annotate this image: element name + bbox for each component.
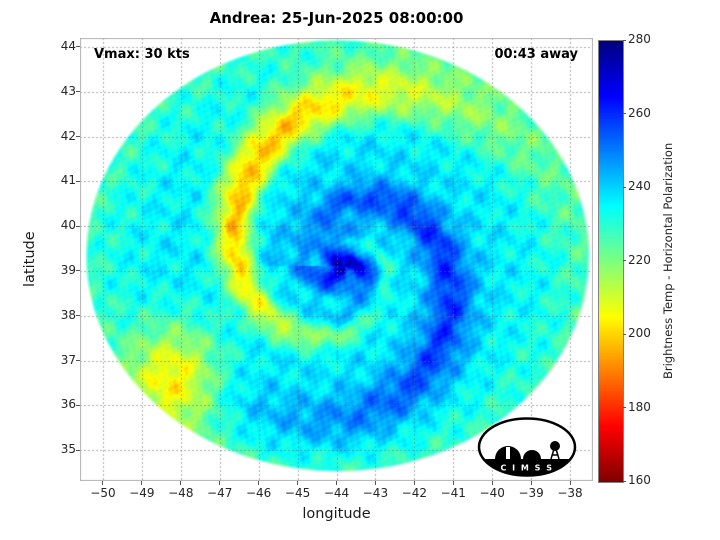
x-tick-label: −38	[557, 486, 583, 500]
y-tick-label: 39	[60, 262, 76, 277]
colorbar-tick-label: 280	[628, 32, 651, 46]
y-tick-mark	[76, 315, 80, 317]
x-tick-label: −42	[401, 486, 427, 500]
colorbar-tick-mark	[623, 480, 626, 482]
colorbar-tick-label: 240	[628, 179, 651, 193]
x-tick-label: −46	[245, 486, 272, 500]
colorbar-tick-mark	[623, 186, 626, 188]
y-tick-label: 44	[60, 38, 76, 53]
x-tick-label: −39	[518, 486, 544, 500]
y-tick-label: 37	[60, 352, 76, 367]
x-tick-label: −43	[362, 486, 389, 500]
colorbar-tick-label: 180	[628, 399, 651, 414]
dome-slit	[506, 447, 510, 459]
y-axis-label: latitude	[22, 231, 38, 288]
x-tick-label: −44	[323, 486, 350, 500]
y-tick-mark	[76, 449, 80, 451]
x-tick-mark	[258, 481, 260, 485]
colorbar-tick-label: 220	[628, 252, 651, 267]
y-tick-mark	[76, 136, 80, 138]
y-tick-label: 40	[60, 218, 76, 233]
colorbar-tick-mark	[623, 333, 626, 335]
colorbar-tick-mark	[623, 113, 626, 114]
y-tick-label: 38	[60, 307, 76, 322]
x-tick-mark	[141, 481, 143, 485]
colorbar-label: Brightness Temp - Horizontal Polarizatio…	[661, 142, 675, 379]
y-tick-mark	[76, 180, 80, 182]
plot-title: Andrea: 25-Jun-2025 08:00:00	[209, 9, 464, 27]
logo-base-bar	[479, 459, 575, 476]
water-tower-icon	[550, 441, 560, 451]
x-tick-label: −40	[479, 486, 505, 500]
time-away-annotation: 00:43 away	[494, 47, 578, 62]
x-tick-mark	[569, 481, 571, 485]
y-tick-label: 41	[60, 173, 76, 188]
logo-text: C I M S S	[501, 464, 554, 473]
y-tick-mark	[76, 404, 80, 406]
x-tick-label: −41	[440, 486, 466, 500]
colorbar-tick-mark	[623, 407, 626, 408]
colorbar-tick-label: 260	[628, 105, 651, 120]
y-tick-mark	[76, 270, 80, 272]
x-tick-mark	[102, 481, 104, 485]
y-tick-mark	[76, 91, 80, 93]
y-tick-label: 36	[60, 397, 76, 412]
small-dome-icon	[523, 450, 541, 459]
colorbar-tick-mark	[623, 39, 626, 41]
x-tick-mark	[491, 481, 493, 485]
x-tick-mark	[180, 481, 182, 485]
x-tick-mark	[413, 481, 415, 485]
vmax-annotation: Vmax: 30 kts	[94, 47, 190, 62]
colorbar-tick-label: 200	[628, 326, 651, 340]
y-tick-label: 42	[60, 128, 76, 143]
x-tick-label: −50	[90, 486, 116, 500]
x-tick-mark	[219, 481, 221, 485]
y-tick-mark	[76, 46, 80, 48]
x-axis-label: longitude	[302, 506, 371, 522]
x-tick-label: −48	[168, 486, 194, 500]
y-tick-label: 43	[60, 83, 76, 98]
water-tower-legs	[550, 448, 560, 460]
x-tick-mark	[336, 481, 337, 485]
y-tick-label: 35	[60, 442, 76, 457]
y-tick-mark	[76, 360, 80, 361]
colorbar	[598, 40, 624, 483]
x-tick-label: −45	[284, 486, 311, 500]
cimss-logo: C I M S S	[477, 417, 577, 477]
x-tick-mark	[374, 481, 376, 485]
colorbar-tick-mark	[623, 260, 626, 261]
y-tick-mark	[76, 225, 80, 227]
x-tick-mark	[530, 481, 532, 485]
x-tick-mark	[452, 481, 454, 485]
colorbar-tick-label: 160	[628, 473, 651, 487]
x-tick-label: −47	[207, 486, 233, 500]
storm-brightness-temp-image	[80, 38, 593, 481]
x-tick-mark	[297, 481, 299, 485]
x-tick-label: −49	[129, 486, 155, 500]
